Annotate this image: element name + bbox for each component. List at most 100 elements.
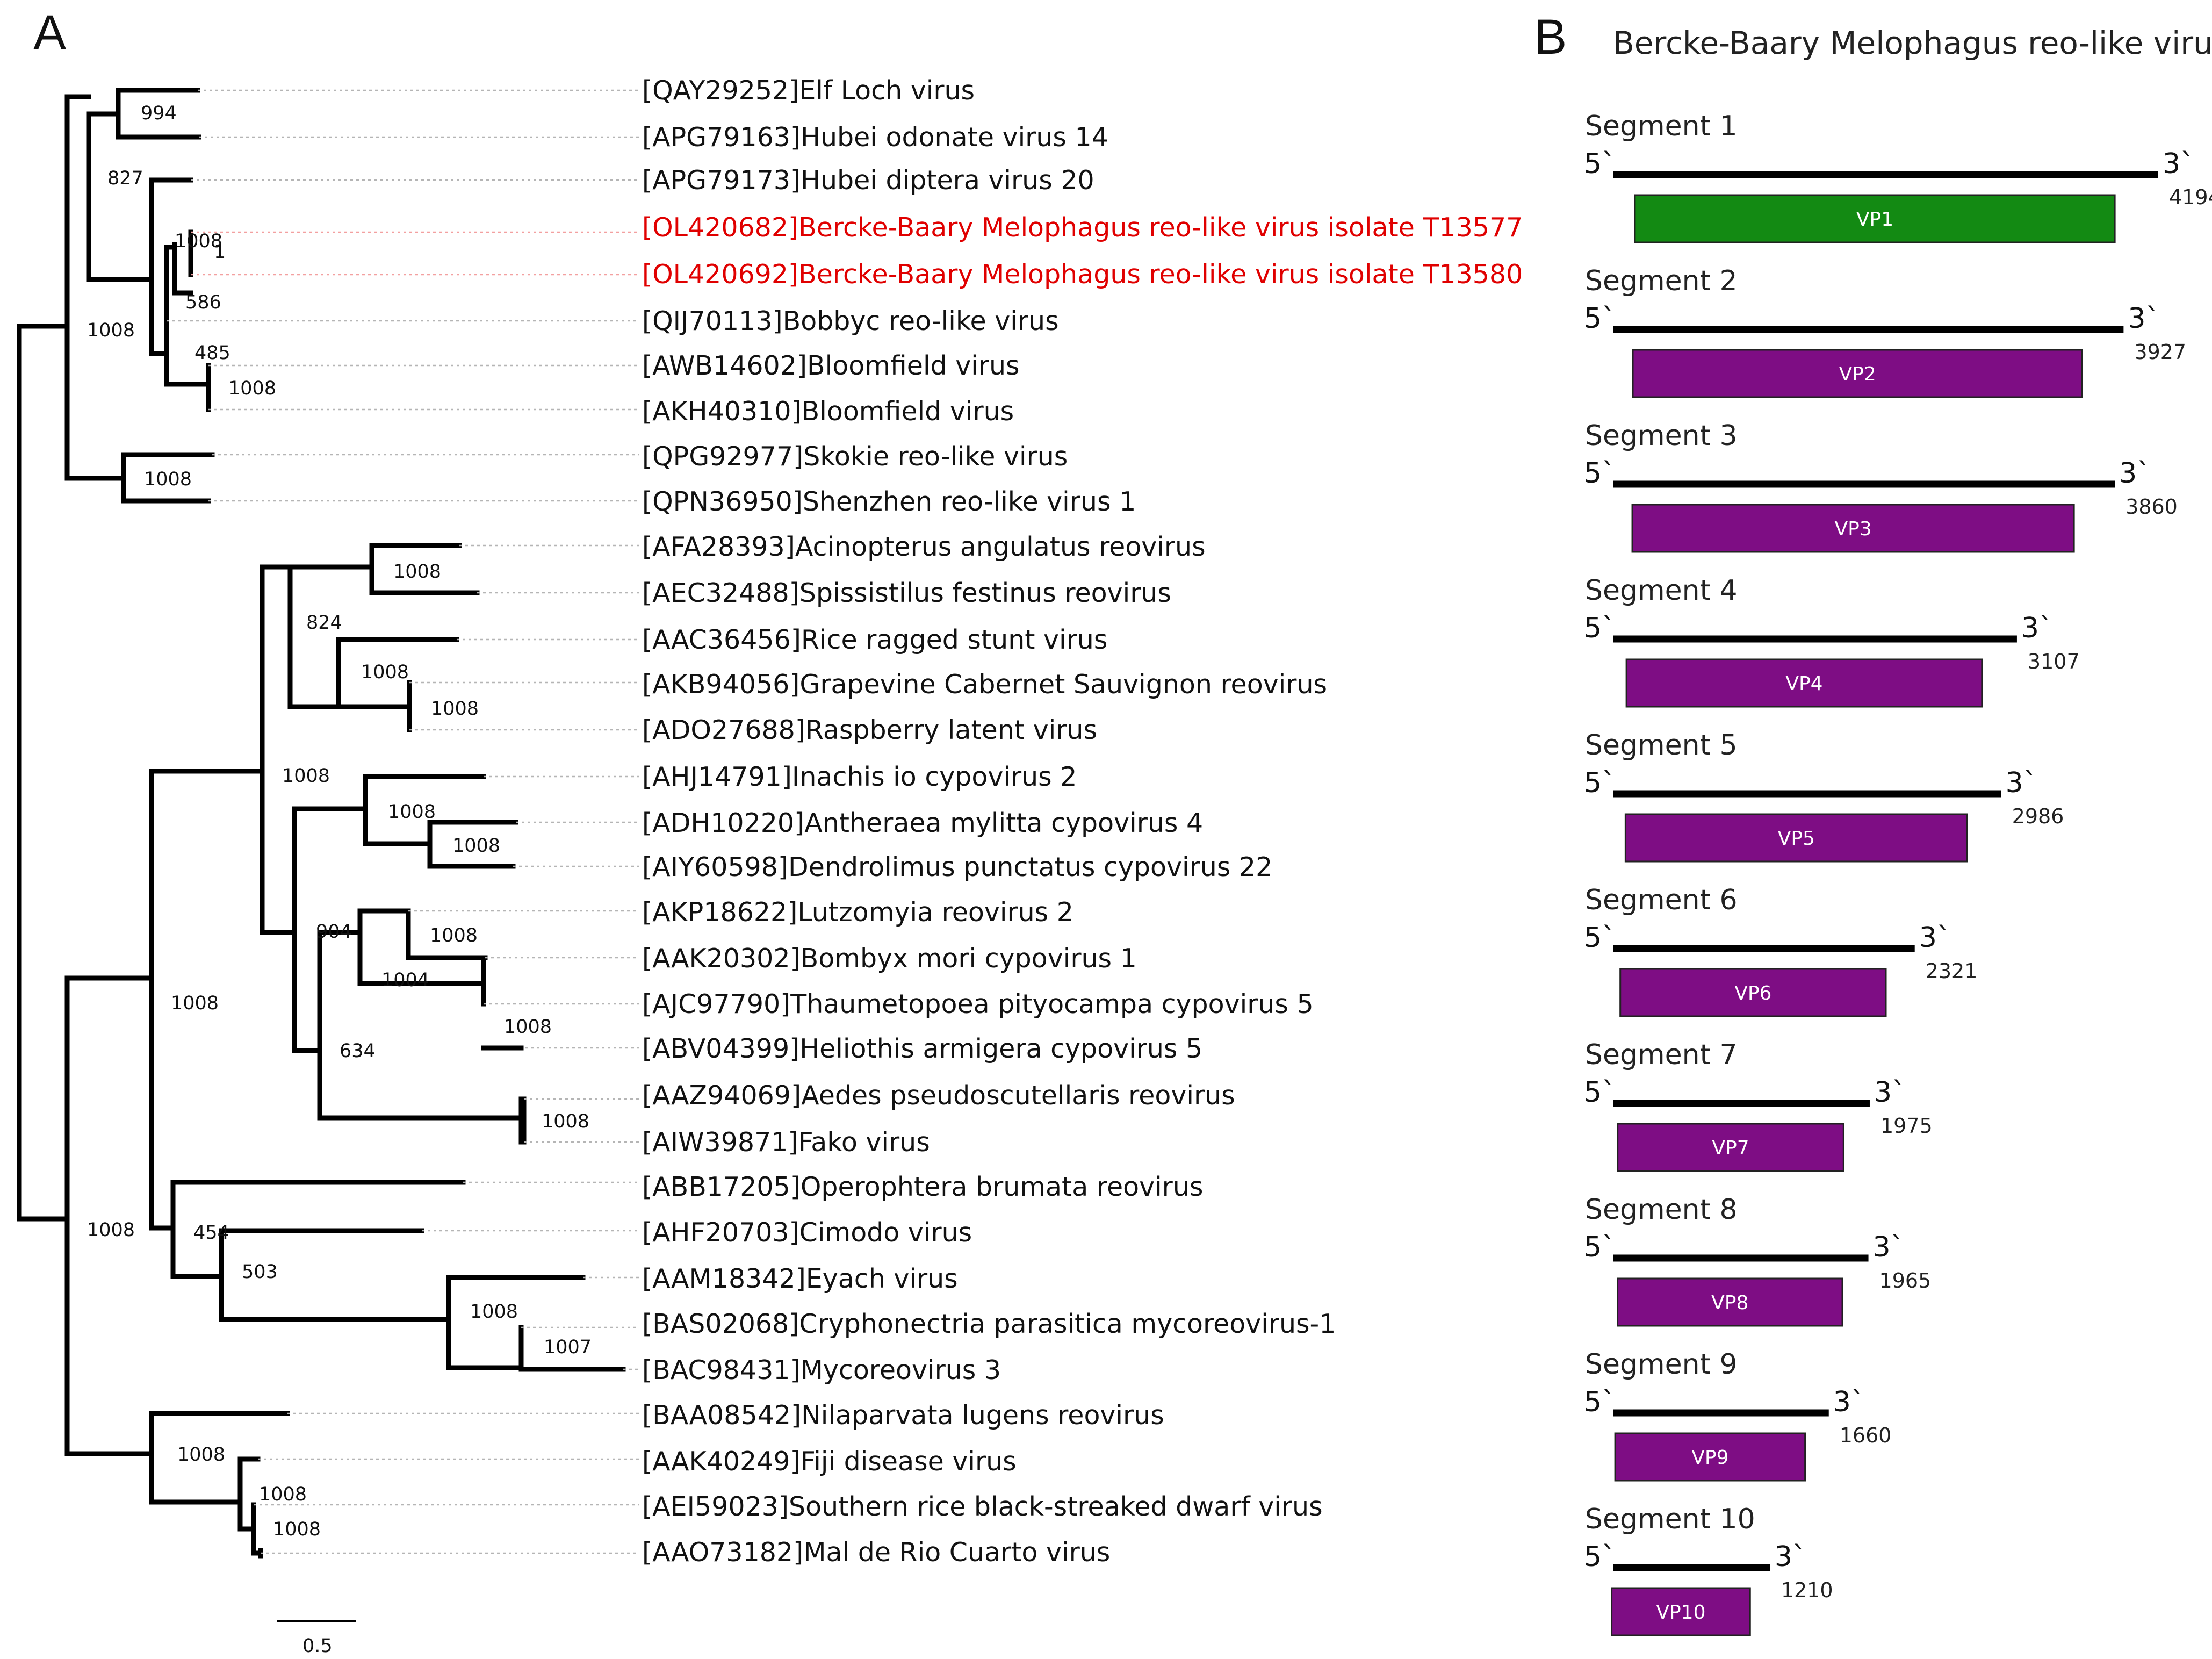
leaf-label: [QAY29252]Elf Loch virus [642, 75, 975, 106]
bootstrap-value: 1008 [504, 1016, 552, 1038]
leaf-label: [BAS02068]Cryphonectria parasitica mycor… [642, 1309, 1336, 1339]
bootstrap-value: 1008 [393, 561, 441, 583]
three-prime-label: 3` [1775, 1541, 1806, 1573]
bootstrap-value: 634 [340, 1040, 376, 1062]
leaf-label: [QPG92977]Skokie reo-like virus [642, 441, 1068, 472]
protein-bar [1631, 504, 2075, 553]
bootstrap-value: 1008 [452, 835, 500, 857]
bootstrap-value: 1008 [228, 378, 276, 399]
protein-label: VP7 [1712, 1137, 1749, 1159]
segment-length: 3860 [2125, 495, 2178, 519]
three-prime-label: 3` [1833, 1386, 1865, 1418]
segment-length: 1660 [1840, 1424, 1892, 1447]
leaf-label: [AKH40310]Bloomfield virus [642, 396, 1014, 427]
protein-bar [1624, 813, 1968, 863]
three-prime-label: 3` [2163, 148, 2194, 180]
leaf-label-highlighted: [OL420692]Bercke-Baary Melophagus reo-li… [642, 259, 1523, 290]
bootstrap-value: 1007 [544, 1337, 592, 1358]
five-prime-label: 5` [1584, 1076, 1616, 1109]
bootstrap-value: 1008 [177, 1444, 225, 1466]
bootstrap-value: 485 [194, 342, 230, 364]
five-prime-label: 5` [1584, 767, 1616, 799]
leaf-label: [AIW39871]Fako virus [642, 1127, 930, 1158]
scale-bar: 0.5 [277, 1620, 356, 1657]
leaf-labels: [QAY29252]Elf Loch virus [APG79163]Hubei… [642, 75, 1523, 1568]
leaf-label: [ADO27688]Raspberry latent virus [642, 715, 1097, 745]
three-prime-label: 3` [2006, 767, 2037, 799]
leaf-label: [AAM18342]Eyach virus [642, 1263, 958, 1294]
protein-label: VP8 [1711, 1292, 1748, 1314]
segment-title: Segment 8 [1585, 1194, 1738, 1226]
bootstrap-value: 1008 [144, 469, 192, 490]
segment-title: Segment 4 [1585, 574, 1738, 607]
leaf-label: [AKP18622]Lutzomyia reovirus 2 [642, 897, 1073, 928]
three-prime-label: 3` [1874, 1076, 1906, 1109]
segment-length: 4194 [2169, 185, 2212, 209]
five-prime-label: 5` [1584, 303, 1616, 335]
panel-b-genome-organization: B Bercke-Baary Melophagus reo-like virus… [1534, 10, 2212, 1636]
segment-title: Segment 5 [1585, 729, 1738, 762]
leaf-label: [APG79163]Hubei odonate virus 14 [642, 122, 1108, 153]
protein-bar [1625, 658, 1983, 708]
leaf-label: [AAZ94069]Aedes pseudoscutellaris reovir… [642, 1080, 1235, 1111]
five-prime-label: 5` [1584, 612, 1616, 644]
bootstrap-value: 994 [141, 103, 177, 124]
leaf-label: [ABV04399]Heliothis armigera cypovirus 5 [642, 1033, 1202, 1064]
panel-b-letter: B [1534, 10, 1567, 64]
segment-length: 2986 [2012, 805, 2064, 828]
protein-bar [1617, 1277, 1843, 1327]
leaf-label: [AKB94056]Grapevine Cabernet Sauvignon r… [642, 669, 1327, 700]
bootstrap-value: 1008 [542, 1111, 589, 1132]
segment-length: 1975 [1880, 1114, 1933, 1138]
leaf-label: [APG79173]Hubei diptera virus 20 [642, 165, 1094, 196]
bootstrap-value: 827 [107, 168, 143, 189]
protein-bar [1619, 968, 1887, 1017]
bootstrap-value: 1008 [259, 1484, 307, 1505]
bootstrap-value: 1008 [273, 1519, 321, 1540]
leaf-label: [AJC97790]Thaumetopoea pityocampa cypovi… [642, 989, 1314, 1019]
leaf-label: [BAC98431]Mycoreovirus 3 [642, 1355, 1001, 1385]
bootstrap-value: 1008 [87, 320, 135, 341]
leaf-label: [QIJ70113]Bobbyc reo-like virus [642, 306, 1059, 336]
bootstrap-value: 1 [214, 241, 226, 263]
three-prime-label: 3` [2128, 303, 2159, 335]
bootstrap-value: 1008 [430, 925, 478, 946]
leaf-label: [AAC36456]Rice ragged stunt virus [642, 624, 1107, 655]
leaf-label: [ADH10220]Antheraea mylitta cypovirus 4 [642, 808, 1203, 838]
protein-label: VP5 [1778, 828, 1815, 850]
bootstrap-value: 1008 [470, 1301, 518, 1323]
five-prime-label: 5` [1584, 922, 1616, 954]
segments: Segment 1 5` 3` 4194 VP1 Segment 2 5` 3` 3927 VP2… [1584, 110, 2212, 1636]
segment-title: Segment 10 [1585, 1503, 1755, 1535]
bootstrap-value: 1008 [431, 698, 479, 720]
segment-title: Segment 7 [1585, 1039, 1738, 1071]
leaf-label: [AHF20703]Cimodo virus [642, 1217, 972, 1248]
panel-a-phylogenetic-tree: A [17, 5, 1523, 1657]
protein-bar [1611, 1587, 1751, 1636]
bootstrap-values: 994 827 1008 1 586 485 1008 1008 1008 10… [87, 103, 592, 1540]
scale-bar-label: 0.5 [302, 1635, 333, 1657]
protein-label: VP4 [1785, 673, 1822, 695]
five-prime-label: 5` [1584, 148, 1616, 180]
protein-label: VP1 [1856, 209, 1893, 231]
protein-bar [1617, 1123, 1844, 1172]
leaf-label: [ABB17205]Operophtera brumata reovirus [642, 1172, 1203, 1202]
bootstrap-value: 454 [193, 1222, 229, 1244]
bootstrap-value: 1008 [171, 993, 219, 1014]
segment-title: Segment 9 [1585, 1348, 1738, 1381]
leaf-label: [AHJ14791]Inachis io cypovirus 2 [642, 762, 1077, 792]
segment-length: 2321 [1926, 959, 1978, 983]
bootstrap-value: 904 [316, 921, 352, 943]
segment-title: Segment 2 [1585, 265, 1738, 297]
segment-title: Segment 3 [1585, 420, 1738, 452]
five-prime-label: 5` [1584, 1541, 1616, 1573]
panel-a-letter: A [33, 5, 67, 60]
bootstrap-value: 1008 [87, 1219, 135, 1241]
bootstrap-value: 1008 [175, 231, 222, 252]
bootstrap-value: 586 [185, 292, 221, 313]
leaf-label: [AEI59023]Southern rice black-streaked d… [642, 1491, 1323, 1522]
leader-lines [167, 89, 639, 1554]
bootstrap-value: 1008 [388, 801, 436, 823]
leaf-label-highlighted: [OL420682]Bercke-Baary Melophagus reo-li… [642, 212, 1523, 243]
